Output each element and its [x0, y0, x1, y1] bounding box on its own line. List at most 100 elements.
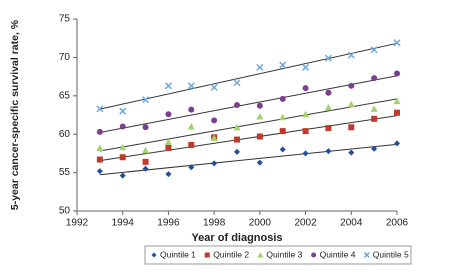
- marker: [233, 79, 241, 87]
- marker: [393, 39, 401, 47]
- marker: [96, 168, 103, 175]
- marker: [96, 128, 103, 135]
- marker: [119, 172, 126, 179]
- marker: [234, 136, 240, 143]
- marker: [394, 70, 400, 77]
- marker: [348, 82, 355, 89]
- marker: [188, 106, 195, 113]
- marker: [324, 54, 332, 62]
- marker: [187, 123, 195, 130]
- x-tick-label: 2006: [386, 218, 409, 229]
- trend-line: [99, 75, 398, 134]
- marker: [347, 51, 355, 59]
- marker: [119, 154, 126, 161]
- y-tick-label: 60: [59, 129, 71, 140]
- y-tick-label: 70: [59, 52, 71, 63]
- marker: [394, 109, 400, 116]
- y-tick-label: 75: [59, 14, 71, 25]
- marker: [142, 96, 150, 104]
- marker: [256, 159, 263, 166]
- x-tick-label: 1994: [112, 218, 135, 229]
- legend-label: Quintile 3: [266, 249, 302, 259]
- y-tick-label: 55: [59, 167, 71, 178]
- legend-marker: [311, 252, 317, 258]
- marker: [119, 123, 126, 130]
- marker: [211, 117, 218, 124]
- marker: [165, 171, 172, 178]
- marker: [302, 110, 310, 118]
- legend-label: Quintile 5: [373, 249, 409, 259]
- marker: [324, 103, 332, 111]
- marker: [164, 82, 172, 90]
- marker: [164, 138, 172, 145]
- marker: [371, 115, 378, 122]
- marker: [325, 89, 332, 96]
- marker: [233, 123, 241, 131]
- x-axis-label: Year of diagnosis: [191, 232, 282, 244]
- x-tick-label: 2002: [294, 218, 317, 229]
- marker: [188, 141, 195, 148]
- marker: [119, 143, 127, 151]
- marker: [142, 158, 149, 165]
- marker: [256, 102, 263, 109]
- marker: [394, 140, 400, 147]
- x-tick-label: 1996: [157, 218, 180, 229]
- marker: [142, 124, 149, 131]
- marker: [393, 97, 401, 105]
- marker: [119, 107, 127, 115]
- marker: [211, 160, 218, 167]
- marker: [187, 82, 195, 90]
- marker: [210, 134, 218, 142]
- legend-marker: [151, 252, 157, 258]
- marker: [142, 165, 149, 172]
- marker: [210, 83, 218, 91]
- marker: [142, 146, 150, 154]
- legend-label: Quintile 2: [213, 249, 249, 259]
- marker: [96, 156, 103, 163]
- marker: [371, 145, 378, 152]
- x-tick-label: 1998: [203, 218, 226, 229]
- marker: [234, 148, 240, 155]
- marker: [302, 150, 309, 157]
- marker: [370, 46, 378, 54]
- x-tick-label: 2004: [340, 218, 363, 229]
- marker: [347, 100, 355, 108]
- trend-line: [99, 42, 398, 110]
- x-tick-label: 2000: [249, 218, 272, 229]
- trend-line: [99, 115, 398, 162]
- marker: [302, 85, 309, 92]
- marker: [370, 105, 378, 112]
- y-axis-label: 5-year cancer-specific survival rate, %: [9, 19, 21, 210]
- y-tick-label: 50: [59, 206, 71, 217]
- x-tick-label: 1992: [66, 218, 89, 229]
- marker: [188, 164, 195, 171]
- marker: [96, 105, 104, 113]
- marker: [165, 145, 172, 152]
- marker: [302, 128, 309, 135]
- marker: [279, 61, 287, 69]
- marker: [96, 144, 104, 152]
- marker: [256, 63, 264, 71]
- legend-label: Quintile 4: [320, 249, 356, 259]
- marker: [325, 148, 332, 155]
- y-tick-label: 65: [59, 90, 71, 101]
- marker: [325, 125, 332, 132]
- marker: [348, 149, 355, 156]
- trend-line: [99, 143, 398, 176]
- marker: [279, 95, 286, 102]
- marker: [165, 111, 172, 118]
- marker: [279, 128, 286, 135]
- trend-line: [99, 98, 398, 152]
- legend-marker: [204, 252, 210, 258]
- marker: [234, 102, 240, 109]
- legend-marker: [363, 251, 370, 259]
- marker: [256, 113, 264, 120]
- marker: [256, 133, 263, 140]
- marker: [348, 124, 355, 131]
- marker: [279, 113, 287, 121]
- legend-marker: [257, 252, 264, 258]
- legend-label: Quintile 1: [160, 249, 196, 259]
- marker: [371, 75, 378, 82]
- marker: [279, 146, 286, 153]
